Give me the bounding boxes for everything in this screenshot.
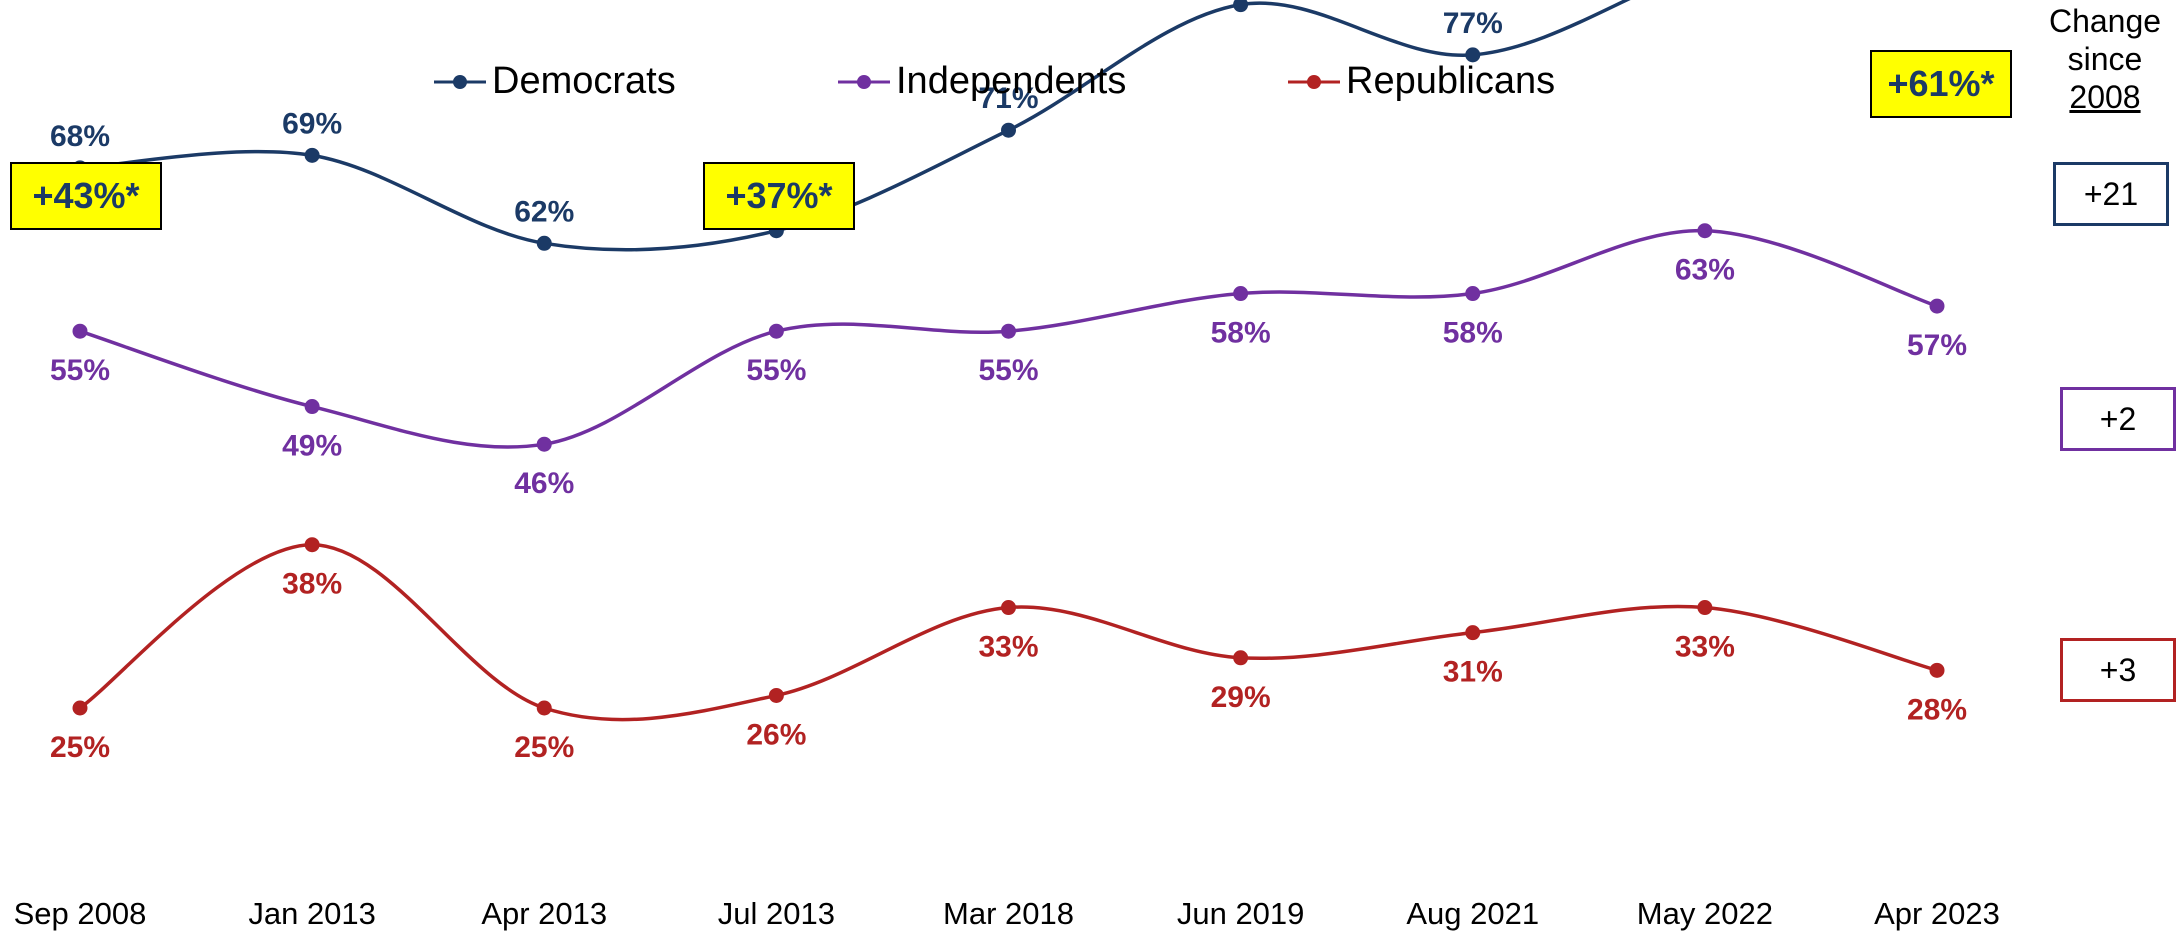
x-tick-aug-2021: Aug 2021 xyxy=(1406,896,1539,931)
republicans-label-jun-2019: 29% xyxy=(1211,681,1271,714)
x-tick-jul-2013: Jul 2013 xyxy=(718,896,835,931)
data-points xyxy=(72,0,1945,716)
democrats-label-mar-2018: 71% xyxy=(978,82,1038,115)
democrats-label-apr-2013: 62% xyxy=(514,195,574,228)
legend-label-democrats: Democrats xyxy=(492,60,676,102)
x-tick-jan-2013: Jan 2013 xyxy=(248,896,376,931)
independents-point-may-2022 xyxy=(1697,223,1713,239)
change-header-line2: since xyxy=(2067,41,2143,77)
independents-point-apr-2023 xyxy=(1929,298,1945,314)
independents-point-jul-2013 xyxy=(768,323,784,339)
republicans-label-sep-2008: 25% xyxy=(50,731,110,764)
independents-label-apr-2013: 46% xyxy=(514,467,574,500)
independents-label-jul-2013: 55% xyxy=(746,354,806,387)
legend-democrats: Democrats xyxy=(432,60,676,103)
independents-point-sep-2008 xyxy=(72,323,88,339)
change-box-independents: +2 xyxy=(2060,387,2176,451)
data-labels: 68%69%62%63%71%81%77%84%89%55%49%46%55%5… xyxy=(50,7,1967,764)
republicans-point-jun-2019 xyxy=(1233,650,1249,666)
change-box-democrats: +21 xyxy=(2053,162,2169,226)
callout-sep-2008: +43%* xyxy=(10,162,162,230)
democrats-point-aug-2021 xyxy=(1465,47,1481,63)
x-tick-apr-2023: Apr 2023 xyxy=(1874,896,2000,931)
democrats-label-aug-2021: 77% xyxy=(1443,7,1503,40)
independents-point-jan-2013 xyxy=(304,399,320,415)
republicans-label-apr-2023: 28% xyxy=(1907,693,1967,726)
change-since-header: Change since 2008 xyxy=(2040,2,2170,116)
legend-label-republicans: Republicans xyxy=(1346,60,1556,102)
x-axis-tick-labels: Sep 2008 Jan 2013 Apr 2013 Jul 2013 Mar 2018… xyxy=(14,896,2000,931)
independents-legend-marker xyxy=(838,74,890,89)
republicans-point-sep-2008 xyxy=(72,700,88,716)
democrats-point-apr-2013 xyxy=(536,235,552,251)
republicans-point-may-2022 xyxy=(1697,600,1713,616)
republicans-line xyxy=(78,542,1938,722)
republicans-point-apr-2023 xyxy=(1929,662,1945,678)
independents-label-aug-2021: 58% xyxy=(1443,317,1503,350)
democrats-point-jun-2019 xyxy=(1233,0,1249,13)
republicans-point-jan-2013 xyxy=(304,537,320,553)
republicans-label-jul-2013: 26% xyxy=(746,718,806,751)
republicans-point-aug-2021 xyxy=(1465,625,1481,641)
x-tick-apr-2013: Apr 2013 xyxy=(481,896,607,931)
x-tick-mar-2018: Mar 2018 xyxy=(943,896,1074,931)
republicans-label-jan-2013: 38% xyxy=(282,568,342,601)
legend-independents: Independents xyxy=(836,60,1126,103)
republicans-point-mar-2018 xyxy=(1001,600,1016,616)
callout-apr-2023: +61%* xyxy=(1870,50,2012,118)
x-tick-sep-2008: Sep 2008 xyxy=(14,896,147,931)
independents-point-mar-2018 xyxy=(1001,323,1016,339)
democrats-point-mar-2018 xyxy=(1001,122,1016,138)
democrats-label-jan-2013: 69% xyxy=(282,107,342,140)
callout-jul-2013: +37%* xyxy=(703,162,855,230)
independents-line xyxy=(79,228,1938,449)
democrats-point-jan-2013 xyxy=(304,147,320,163)
republicans-label-aug-2021: 31% xyxy=(1443,656,1503,689)
republicans-point-apr-2013 xyxy=(536,700,552,716)
legend-republicans: Republicans xyxy=(1286,60,1555,103)
independents-label-sep-2008: 55% xyxy=(50,354,110,387)
independents-point-jun-2019 xyxy=(1233,286,1249,302)
republicans-label-mar-2018: 33% xyxy=(978,631,1038,664)
change-box-republicans: +3 xyxy=(2060,638,2176,702)
independents-label-mar-2018: 55% xyxy=(978,354,1038,387)
republicans-label-may-2022: 33% xyxy=(1675,631,1735,664)
independents-label-jun-2019: 58% xyxy=(1211,317,1271,350)
democrats-label-sep-2008: 68% xyxy=(50,120,110,153)
independents-label-jan-2013: 49% xyxy=(282,430,342,463)
democrats-legend-marker xyxy=(434,74,486,89)
legend-label-independents: Independents xyxy=(896,60,1127,102)
republicans-label-apr-2013: 25% xyxy=(514,731,574,764)
x-tick-may-2022: May 2022 xyxy=(1637,896,1773,931)
independents-point-apr-2013 xyxy=(536,436,552,452)
independents-point-aug-2021 xyxy=(1465,286,1481,302)
republicans-legend-marker xyxy=(1288,74,1340,89)
independents-label-apr-2023: 57% xyxy=(1907,329,1967,362)
republicans-point-jul-2013 xyxy=(768,687,784,703)
change-header-line1: Change xyxy=(2048,3,2162,39)
x-tick-jun-2019: Jun 2019 xyxy=(1177,896,1305,931)
change-header-line3: 2008 xyxy=(2069,79,2141,115)
independents-label-may-2022: 63% xyxy=(1675,254,1735,287)
